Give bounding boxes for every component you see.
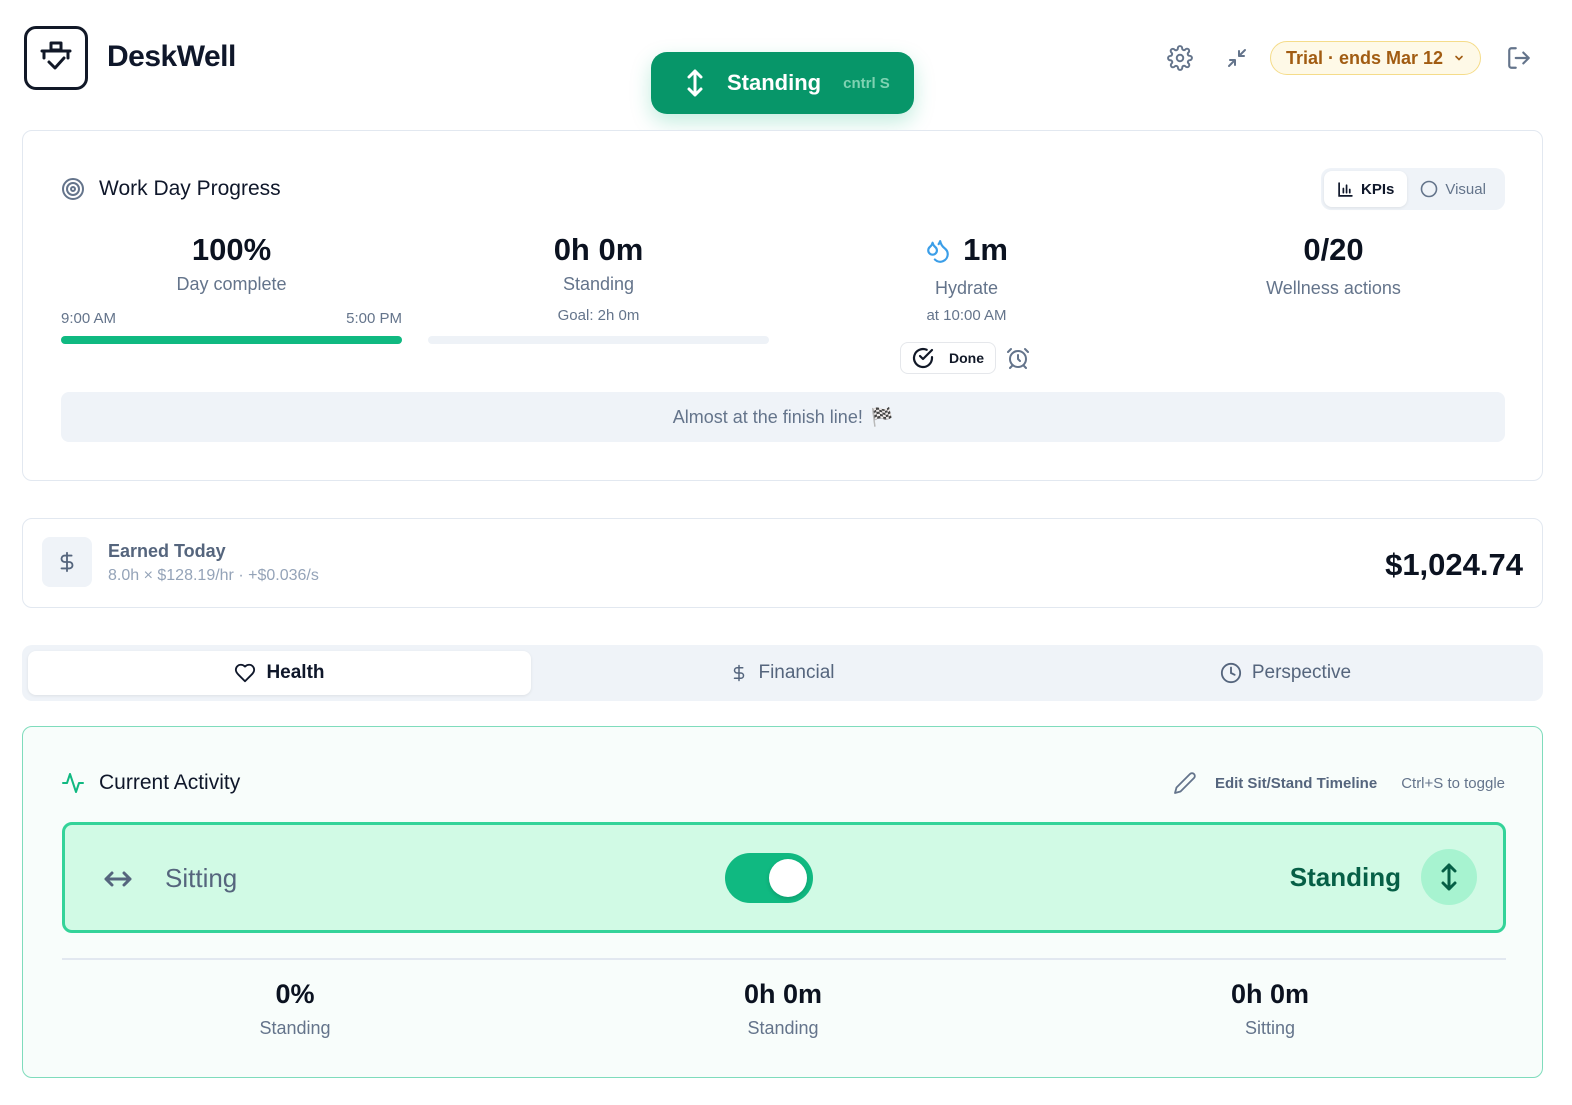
kpi-hydrate: 1m Hydrate at 10:00 AM <box>796 232 1137 324</box>
snooze-alarm-button[interactable] <box>1003 343 1033 373</box>
day-start-time: 9:00 AM <box>61 310 117 327</box>
kpi-wellness: 0/20 Wellness actions <box>1163 232 1504 299</box>
dollar-badge <box>42 537 92 587</box>
day-end-time: 5:00 PM <box>346 310 402 327</box>
earned-today-detail: 8.0h × $128.19/hr · +$0.036/s <box>108 567 319 584</box>
stat-label: Standing <box>747 1018 819 1038</box>
hydrate-value: 1m <box>963 232 1008 267</box>
stat-label: Standing <box>259 1018 331 1038</box>
shortcut-hint: cntrl S <box>843 74 890 92</box>
day-progress-fill <box>61 336 402 344</box>
current-activity-card: Current Activity Edit Sit/Stand Timeline… <box>22 726 1543 1078</box>
checkered-flag-icon: 🏁 <box>870 406 894 427</box>
stat-value: 0h 0m <box>1230 979 1310 1009</box>
stat-value: 0h 0m <box>743 979 823 1009</box>
view-toggle: KPIs Visual <box>1321 168 1505 210</box>
stat-standing-time: 0h 0m Standing <box>633 979 933 1039</box>
clock-icon <box>1220 662 1241 684</box>
stat-label: Sitting <box>1244 1018 1296 1038</box>
day-complete-label: Day complete <box>176 274 287 294</box>
minimize-icon <box>1228 49 1246 67</box>
dollar-icon <box>734 664 745 682</box>
tab-health[interactable]: Health <box>28 651 531 695</box>
tab-financial[interactable]: Financial <box>531 651 1034 695</box>
section-tabs: Health Financial Perspective <box>22 645 1543 701</box>
heart-icon <box>235 663 256 683</box>
standing-status-button[interactable]: Standing cntrl S <box>651 52 914 114</box>
activity-actions: Edit Sit/Stand Timeline Ctrl+S to toggle <box>1173 771 1505 795</box>
stat-standing-percent: 0% Standing <box>145 979 445 1039</box>
sitting-label: Sitting <box>165 863 238 893</box>
hydrate-time: at 10:00 AM <box>926 307 1007 324</box>
hydrate-done-button[interactable]: Done <box>900 342 996 374</box>
kpi-standing: 0h 0m Standing Goal: 2h 0m <box>428 232 769 324</box>
current-activity-header: Current Activity <box>61 771 240 795</box>
wellness-label: Wellness actions <box>1266 278 1401 298</box>
vertical-arrows-icon <box>1441 863 1457 891</box>
trial-badge-dropdown[interactable]: Trial · ends Mar 12 <box>1270 41 1481 75</box>
alarm-clock-icon <box>1007 348 1029 369</box>
droplets-icon <box>927 240 949 263</box>
check-circle-icon <box>912 347 934 369</box>
view-visual-button[interactable]: Visual <box>1407 171 1499 207</box>
chevron-down-icon <box>1455 55 1463 61</box>
trial-badge-label: Trial · ends Mar 12 <box>1285 47 1444 68</box>
earned-today-card: Earned Today 8.0h × $128.19/hr · +$0.036… <box>22 518 1543 608</box>
dollar-icon <box>60 551 74 573</box>
tab-financial-label: Financial <box>758 662 835 683</box>
done-label: Done <box>949 350 984 366</box>
day-progress-bar <box>61 336 402 344</box>
standing-status-label: Standing <box>727 70 822 95</box>
stat-sitting-time: 0h 0m Sitting <box>1120 979 1420 1039</box>
standing-goal: Goal: 2h 0m <box>557 307 640 324</box>
stats-divider <box>62 958 1506 960</box>
tab-health-label: Health <box>266 662 325 683</box>
target-icon <box>62 178 84 200</box>
tab-perspective-label: Perspective <box>1251 662 1352 683</box>
app-logo <box>24 26 88 90</box>
brand-name: DeskWell <box>107 40 236 73</box>
vertical-arrows-icon <box>685 68 705 98</box>
work-day-progress-title: Work Day Progress <box>99 177 281 200</box>
standing-option[interactable]: Standing <box>1290 849 1477 905</box>
minimize-button[interactable] <box>1222 43 1252 73</box>
kpi-day-complete: 100% Day complete <box>61 232 402 295</box>
activity-pulse-icon <box>62 773 84 793</box>
hydrate-label: Hydrate <box>934 278 999 298</box>
sit-stand-switch[interactable] <box>725 853 813 903</box>
edit-timeline-button[interactable]: Edit Sit/Stand Timeline <box>1173 771 1377 795</box>
logout-button[interactable] <box>1504 43 1534 73</box>
current-activity-title: Current Activity <box>99 771 241 794</box>
standing-time-label: Standing <box>562 274 635 294</box>
pencil-icon <box>1174 772 1196 794</box>
toggle-shortcut-hint: Ctrl+S to toggle <box>1401 774 1505 792</box>
progress-banner: Almost at the finish line! 🏁 <box>61 392 1505 442</box>
work-day-progress-header: Work Day Progress <box>61 177 281 201</box>
standing-time-value: 0h 0m <box>553 232 644 267</box>
sit-stand-toggle-panel: Sitting Standing <box>62 822 1506 933</box>
desk-check-icon <box>40 41 72 70</box>
earned-today-amount: $1,024.74 <box>1385 547 1523 582</box>
tab-perspective[interactable]: Perspective <box>1034 651 1537 695</box>
banner-text: Almost at the finish line! <box>672 406 863 427</box>
switch-knob <box>769 859 807 897</box>
edit-timeline-label: Edit Sit/Stand Timeline <box>1214 774 1378 792</box>
standing-icon-badge <box>1421 849 1477 905</box>
standing-progress-bar <box>428 336 769 344</box>
settings-button[interactable] <box>1165 43 1195 73</box>
stat-value: 0% <box>275 979 315 1009</box>
logout-icon <box>1508 47 1530 69</box>
earned-today-title: Earned Today <box>108 541 226 561</box>
circle-icon <box>1421 180 1438 198</box>
wellness-value: 0/20 <box>1303 232 1364 267</box>
bar-chart-icon <box>1338 181 1353 197</box>
view-kpis-label: KPIs <box>1361 180 1395 198</box>
view-visual-label: Visual <box>1445 180 1486 198</box>
horizontal-arrows-icon <box>104 871 132 886</box>
sitting-option[interactable]: Sitting <box>103 863 237 894</box>
view-kpis-button[interactable]: KPIs <box>1324 171 1408 207</box>
standing-label: Standing <box>1289 861 1401 892</box>
gear-icon <box>1167 45 1193 71</box>
day-complete-value: 100% <box>191 232 272 267</box>
